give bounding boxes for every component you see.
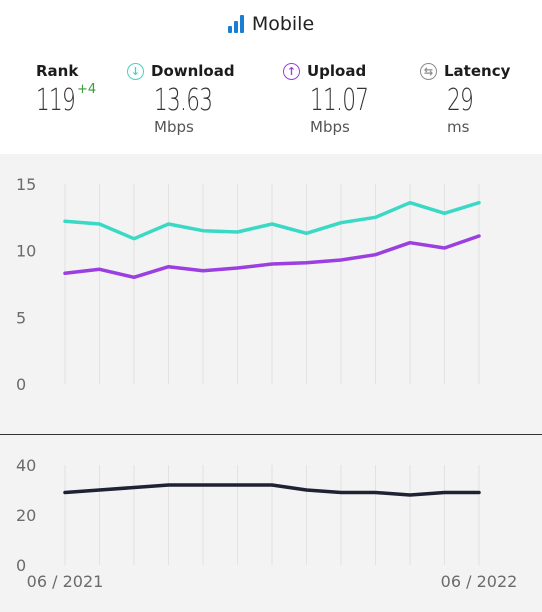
upload-value: 11.07	[310, 83, 369, 118]
page-title: Mobile	[251, 13, 315, 35]
download-metric: ↓ Download 13.63 Mbps	[127, 62, 235, 136]
rank-label: Rank	[36, 62, 79, 80]
series-line-download	[63, 200, 481, 241]
rank-value: 119	[36, 83, 76, 118]
latency-metric: ⇆ Latency 29 ms	[420, 62, 510, 136]
rank-metric: Rank 119	[36, 62, 90, 116]
latency-unit: ms	[447, 118, 470, 136]
x-tick-label: 06 / 2022	[441, 572, 518, 591]
download-arrow-icon: ↓	[127, 62, 144, 80]
upload-metric: ↑ Upload 11.07 Mbps	[283, 62, 391, 136]
y-tick-label: 40	[16, 456, 36, 475]
download-label: Download	[151, 62, 235, 80]
latency-label: Latency	[444, 62, 511, 80]
y-tick-label: 5	[16, 308, 26, 327]
upload-label: Upload	[307, 62, 367, 80]
y-tick-label: 0	[16, 556, 26, 575]
page-header: Mobile	[0, 0, 542, 48]
speed-chart-background	[0, 154, 542, 434]
upload-unit: Mbps	[310, 118, 350, 136]
download-value: 13.63	[154, 83, 213, 118]
x-tick-label: 06 / 2021	[27, 572, 104, 591]
series-line-upload	[63, 234, 481, 280]
y-tick-label: 20	[16, 506, 36, 525]
latency-icon: ⇆	[420, 62, 437, 80]
upload-arrow-icon: ↑	[283, 62, 300, 80]
chart-divider	[0, 434, 542, 435]
download-unit: Mbps	[154, 118, 194, 136]
y-tick-label: 10	[16, 242, 36, 261]
latency-chart-background	[0, 435, 542, 612]
y-tick-label: 0	[16, 375, 26, 394]
series-line-latency	[63, 483, 481, 497]
y-tick-label: 15	[16, 175, 36, 194]
rank-change: +4	[77, 82, 97, 97]
latency-value: 29	[447, 83, 474, 118]
signal-bars-icon	[227, 15, 244, 33]
